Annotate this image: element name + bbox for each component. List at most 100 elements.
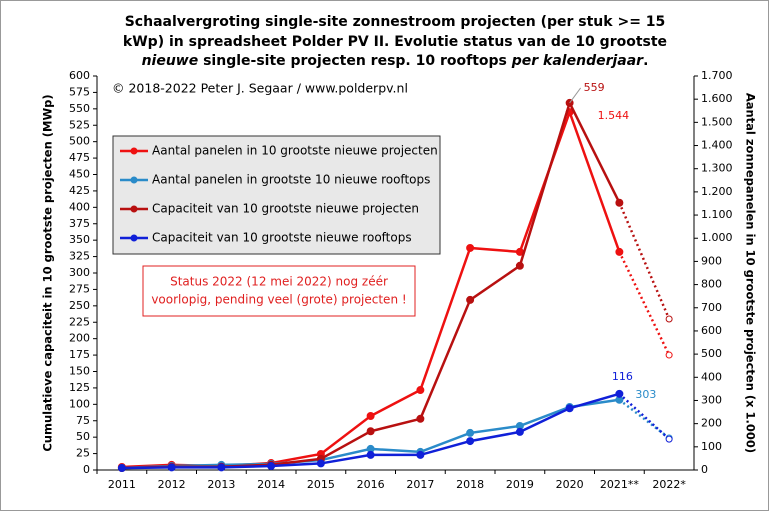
y2-tick-label: 100 [701, 440, 722, 453]
point [416, 450, 425, 459]
x-tick-label: 2012 [158, 478, 186, 491]
x-tick-label: 2015 [307, 478, 335, 491]
point [466, 243, 475, 252]
x-tick-label: 2021** [600, 478, 639, 491]
point [416, 414, 425, 423]
value-label: 559 [584, 81, 605, 94]
y2-tick-label: 1.000 [701, 231, 733, 244]
point [466, 428, 475, 437]
y-tick-label: 400 [69, 200, 90, 213]
projection-line [618, 398, 670, 440]
x-tick-label: 2017 [406, 478, 434, 491]
y-tick-label: 475 [69, 151, 90, 164]
y2-tick-label: 700 [701, 301, 722, 314]
projection-line [618, 392, 670, 441]
x-tick-label: 2013 [207, 478, 235, 491]
point [366, 450, 375, 459]
y2-tick-label: 1.200 [701, 185, 733, 198]
point [366, 411, 375, 420]
value-label: 303 [635, 388, 656, 401]
y-tick-label: 200 [69, 332, 90, 345]
x-tick-label: 2020 [556, 478, 584, 491]
point [217, 463, 226, 472]
x-tick-label: 2019 [506, 478, 534, 491]
y-tick-label: 425 [69, 184, 90, 197]
copyright: © 2018-2022 Peter J. Segaar / www.polder… [112, 81, 408, 96]
y-tick-label: 275 [69, 282, 90, 295]
y-tick-label: 175 [69, 348, 90, 361]
legend [112, 135, 441, 255]
y2-tick-label: 300 [701, 393, 722, 406]
y-tick-label: 550 [69, 102, 90, 115]
point [515, 261, 524, 270]
y2-tick-label: 400 [701, 370, 722, 383]
x-tick-label: 2022* [652, 478, 686, 491]
annotation: Status 2022 (12 mei 2022) nog zéér [170, 275, 388, 289]
y2-tick-label: 0 [701, 463, 708, 476]
y2-tick-label: 600 [701, 324, 722, 337]
y2-tick-label: 800 [701, 278, 722, 291]
y-tick-label: 50 [76, 430, 90, 443]
point [117, 464, 126, 473]
legend-marker [130, 147, 138, 155]
point [515, 427, 524, 436]
value-label: 116 [612, 370, 633, 383]
y2-tick-label: 200 [701, 417, 722, 430]
y-tick-label: 125 [69, 381, 90, 394]
y2-tick-label: 1.300 [701, 162, 733, 175]
point [267, 462, 276, 471]
y-axis-label: Cumulatieve capaciteit in 10 grootste pr… [41, 94, 55, 451]
y-tick-label: 100 [69, 397, 90, 410]
title-line: nieuwe single-site projecten resp. 10 ro… [142, 53, 649, 69]
point [665, 351, 673, 359]
point [167, 463, 176, 472]
y2-tick-label: 1.600 [701, 92, 733, 105]
y-tick-label: 0 [83, 463, 90, 476]
projection-line [618, 251, 671, 356]
y-tick-label: 600 [69, 69, 90, 82]
x-tick-label: 2011 [108, 478, 136, 491]
y2-tick-label: 1.700 [701, 69, 733, 82]
y-tick-label: 25 [76, 447, 90, 460]
legend-label: Capaciteit van 10 grootste nieuwe roofto… [152, 231, 412, 245]
title-line: kWp) in spreadsheet Polder PV II. Evolut… [123, 34, 667, 50]
point [466, 437, 475, 446]
legend-label: Aantal panelen in grootste 10 nieuwe roo… [152, 173, 430, 187]
legend-marker [130, 205, 138, 213]
title-line: Schaalvergroting single-site zonnestroom… [125, 14, 666, 30]
annotation-box [142, 265, 416, 317]
point [615, 198, 624, 207]
point [615, 389, 624, 398]
y-tick-label: 300 [69, 266, 90, 279]
y-tick-label: 325 [69, 250, 90, 263]
legend-label: Aantal panelen in 10 grootste nieuwe pro… [152, 144, 438, 158]
y-tick-label: 150 [69, 365, 90, 378]
y2-tick-label: 1.500 [701, 115, 733, 128]
y2-axis-label: Aantal zonnepanelen in 10 grootste proje… [744, 93, 758, 453]
y-tick-label: 225 [69, 315, 90, 328]
y2-tick-label: 500 [701, 347, 722, 360]
point [416, 386, 425, 395]
point [615, 247, 624, 256]
point [665, 435, 673, 443]
annotation: voorlopig, pending veel (grote) projecte… [151, 293, 406, 307]
legend-marker [130, 176, 138, 184]
y-tick-label: 375 [69, 217, 90, 230]
y-tick-label: 525 [69, 118, 90, 131]
y-tick-label: 75 [76, 414, 90, 427]
legend-label: Capaciteit van 10 grootste nieuwe projec… [152, 202, 419, 216]
y-tick-label: 350 [69, 233, 90, 246]
y-tick-label: 575 [69, 85, 90, 98]
point [565, 404, 574, 413]
legend-marker [130, 234, 138, 242]
y2-tick-label: 1.400 [701, 139, 733, 152]
value-label: 1.544 [598, 109, 630, 122]
x-tick-label: 2014 [257, 478, 285, 491]
y2-tick-label: 1.100 [701, 208, 733, 221]
y-tick-label: 250 [69, 299, 90, 312]
y2-tick-label: 900 [701, 254, 722, 267]
point [366, 427, 375, 436]
y-tick-label: 450 [69, 168, 90, 181]
